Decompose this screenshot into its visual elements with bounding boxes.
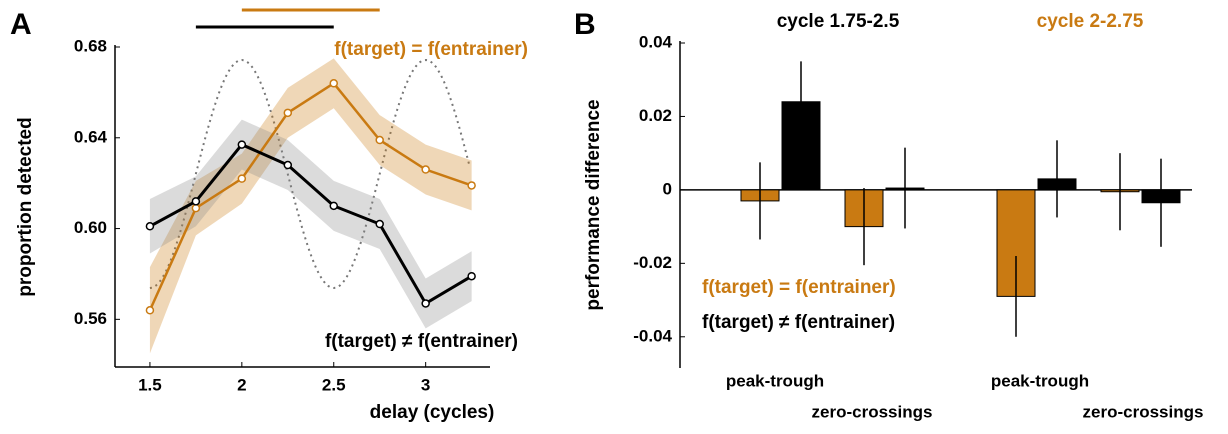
- point: [467, 271, 476, 281]
- panel-label: A: [10, 8, 32, 41]
- line: [149, 142, 473, 306]
- y-tick-label: -0.04: [633, 326, 672, 345]
- x-axis-label: delay (cycles): [370, 402, 495, 423]
- point: [421, 299, 430, 308]
- point: [375, 219, 384, 229]
- y-tick-label: 0.04: [639, 32, 673, 51]
- y-tick-label: -0.02: [633, 253, 672, 272]
- point: [421, 165, 430, 174]
- legend-entry: f(target) ≠ f(entrainer): [702, 312, 895, 333]
- group-label: cycle 1.75-2.5: [777, 11, 900, 32]
- panel-label: B: [574, 8, 596, 41]
- x-tick-label: 1.5: [138, 375, 162, 394]
- y-tick-label: 0.60: [74, 218, 107, 237]
- x-tick-label: peak-trough: [991, 371, 1089, 390]
- group-label: cycle 2-2.75: [1037, 11, 1144, 32]
- x-tick-label: peak-trough: [726, 371, 824, 390]
- point: [145, 222, 155, 231]
- point: [237, 174, 247, 183]
- error-band: [149, 119, 472, 329]
- y-tick-label: 0.68: [74, 36, 107, 55]
- x-tick-label: 2.5: [322, 375, 346, 394]
- y-axis-label: proportion detected: [15, 117, 36, 296]
- x-tick-label: zero-crossings: [1083, 402, 1204, 421]
- error-band: [149, 58, 472, 354]
- point: [283, 108, 293, 118]
- point: [283, 160, 293, 170]
- legend-entry: f(target) = f(entrainer): [334, 39, 528, 60]
- point: [329, 79, 338, 88]
- point: [329, 201, 338, 211]
- y-tick-label: 0.56: [74, 309, 107, 328]
- legend-entry: f(target) ≠ f(entrainer): [325, 331, 518, 352]
- y-tick-label: 0.64: [74, 127, 108, 146]
- entrainer-wave: [149, 58, 471, 290]
- point: [375, 135, 384, 145]
- x-tick-label: 3: [421, 375, 430, 394]
- x-tick-label: 2: [237, 375, 246, 394]
- point: [237, 140, 247, 149]
- y-tick-label: 0.02: [639, 106, 672, 125]
- legend-entry: f(target) = f(entrainer): [702, 277, 896, 298]
- point: [145, 306, 155, 315]
- y-tick-label: 0: [663, 179, 672, 198]
- point: [191, 203, 201, 213]
- x-tick-label: zero-crossings: [812, 402, 933, 421]
- point: [467, 181, 476, 190]
- point: [191, 197, 201, 206]
- line: [148, 81, 473, 311]
- y-axis-label: performance difference: [583, 99, 604, 310]
